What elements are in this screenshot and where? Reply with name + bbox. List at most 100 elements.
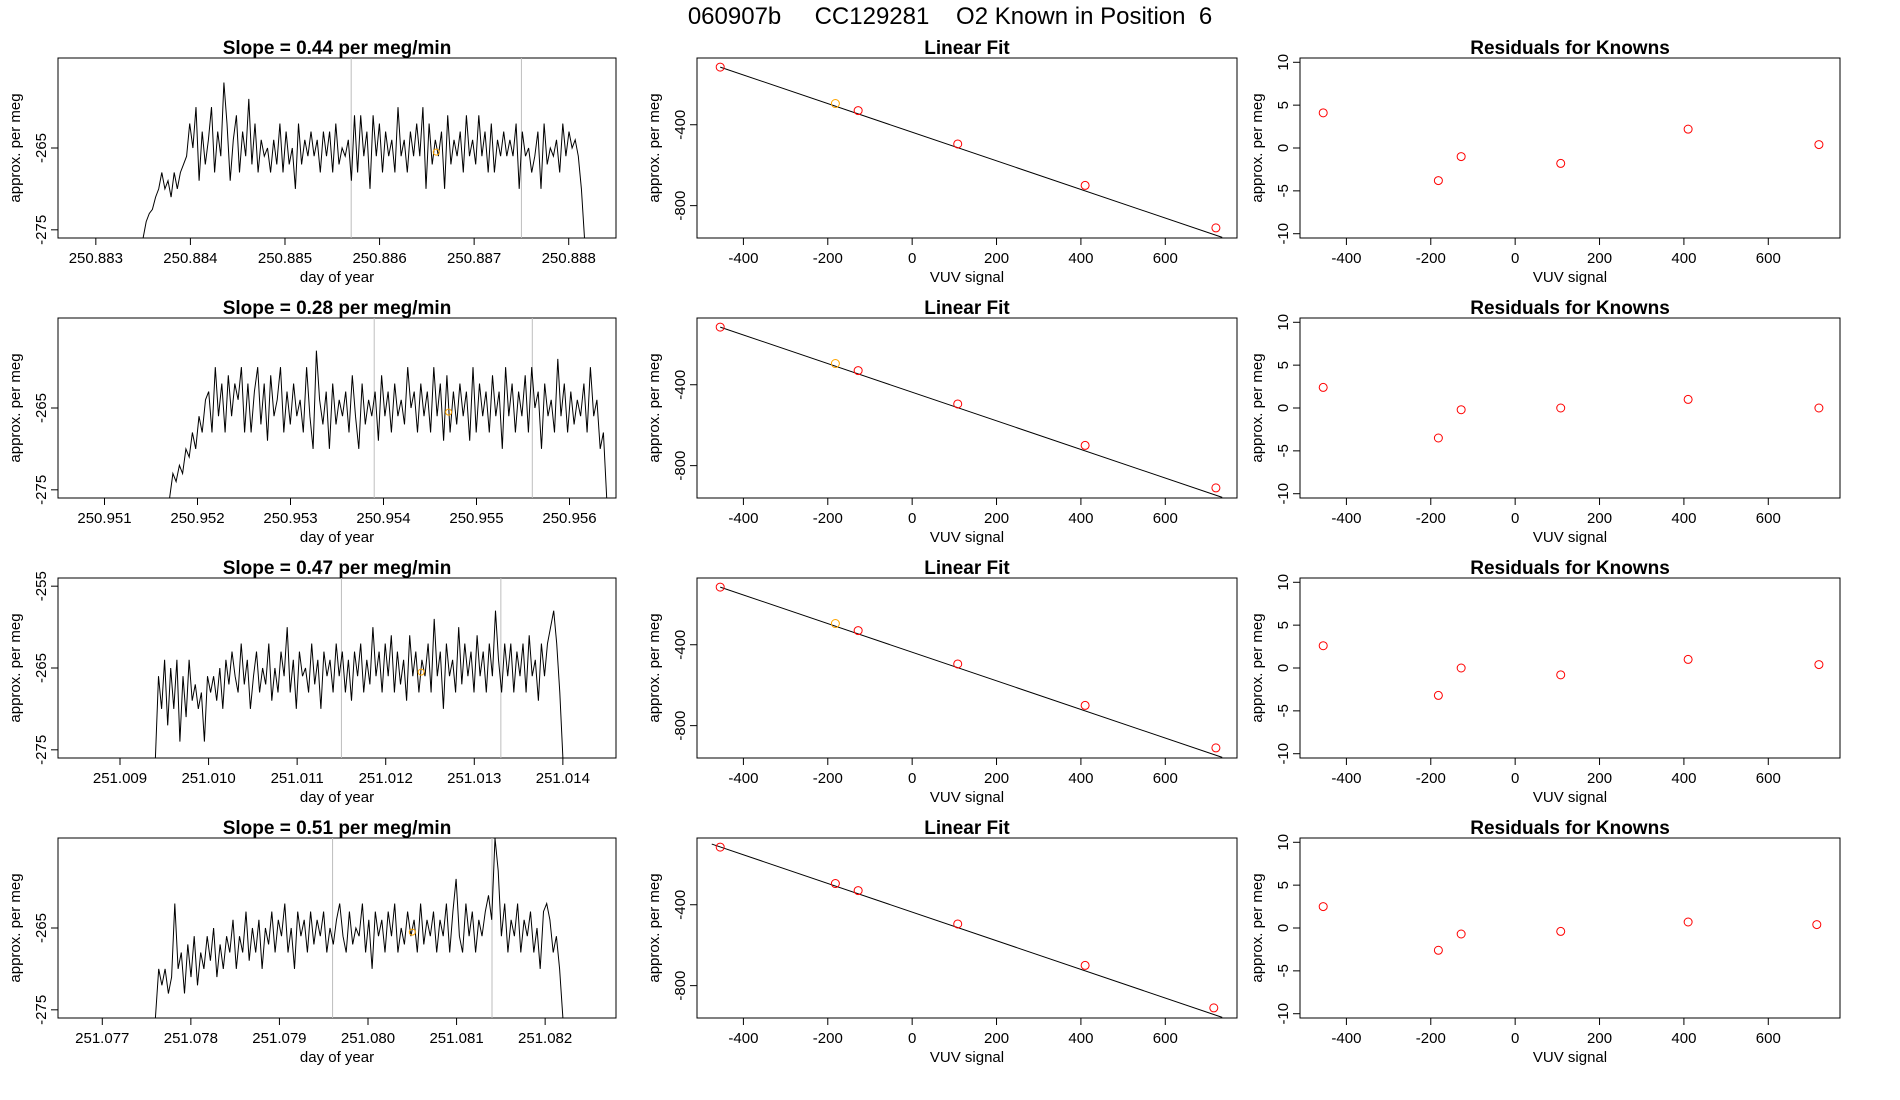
highlight-point — [408, 928, 416, 936]
x-tick-label: 200 — [1587, 510, 1612, 527]
y-tick-label: 10 — [1275, 834, 1292, 851]
y-axis-label: approx. per meg — [646, 873, 663, 982]
data-point — [1433, 433, 1443, 443]
x-tick-label: 251.079 — [252, 1030, 306, 1047]
series-line — [142, 82, 588, 239]
y-tick-label: -255 — [33, 571, 50, 601]
data-point — [830, 99, 840, 109]
highlight-point — [445, 408, 453, 416]
x-tick-label: 250.953 — [263, 510, 317, 527]
page-title: 060907b CC129281 O2 Known in Position 6 — [687, 3, 1213, 30]
data-point — [1683, 917, 1693, 927]
x-tick-label: 600 — [1153, 250, 1178, 267]
x-tick-label: 600 — [1153, 510, 1178, 527]
panel-linearfit-3: Linear Fit -400 -200 0 200 400 600 -800 -400 VUV … — [646, 558, 1238, 806]
data-point — [715, 842, 725, 852]
data-point — [1814, 403, 1824, 413]
data-point — [1211, 483, 1221, 493]
x-tick-label: 251.082 — [518, 1030, 572, 1047]
data-point — [1211, 223, 1221, 233]
panel-linearfit-4: Linear Fit -400 -200 0 200 400 600 -800 -400 VUV … — [646, 818, 1238, 1066]
y-tick-label: -265 — [33, 133, 50, 163]
x-axis-label: day of year — [300, 1049, 374, 1066]
fit-line — [711, 843, 1223, 1018]
panel-title: Slope = 0.28 per meg/min — [223, 298, 452, 319]
y-tick-label: -5 — [1275, 184, 1292, 197]
x-tick-label: -200 — [813, 250, 843, 267]
panel-title: Residuals for Knowns — [1470, 38, 1670, 59]
x-axis-label: VUV signal — [930, 529, 1004, 546]
y-axis-label: approx. per meg — [7, 93, 24, 202]
x-tick-label: -400 — [728, 1030, 758, 1047]
panel-title: Residuals for Knowns — [1470, 818, 1670, 839]
data-point — [1080, 700, 1090, 710]
x-tick-label: 400 — [1068, 250, 1093, 267]
x-tick-label: 400 — [1671, 510, 1696, 527]
data-point — [1080, 440, 1090, 450]
y-tick-label: 10 — [1275, 314, 1292, 331]
data-point — [1080, 960, 1090, 970]
y-axis-label: approx. per meg — [1249, 353, 1266, 462]
panel-linearfit-1: Linear Fit -400 -200 0 200 400 600 -800 -400 VUV … — [646, 38, 1238, 286]
y-tick-label: -400 — [672, 630, 689, 660]
panel-title: Linear Fit — [924, 298, 1010, 319]
x-tick-label: 0 — [1511, 770, 1519, 787]
panel-title: Slope = 0.51 per meg/min — [223, 818, 452, 839]
x-tick-label: 0 — [908, 510, 916, 527]
data-point — [715, 322, 725, 332]
plot-frame — [1299, 317, 1841, 499]
panel-title: Residuals for Knowns — [1470, 558, 1670, 579]
x-tick-label: -400 — [1331, 510, 1361, 527]
y-tick-label: 5 — [1275, 621, 1292, 629]
x-tick-label: -400 — [1331, 250, 1361, 267]
y-tick-label: 0 — [1275, 924, 1292, 932]
data-point — [1456, 405, 1466, 415]
x-tick-label: 600 — [1756, 1030, 1781, 1047]
panel-title: Linear Fit — [924, 818, 1010, 839]
data-point — [1814, 660, 1824, 670]
data-point — [853, 626, 863, 636]
x-axis-label: VUV signal — [930, 1049, 1004, 1066]
y-axis-label: approx. per meg — [7, 613, 24, 722]
data-point — [1433, 690, 1443, 700]
y-axis-label: approx. per meg — [1249, 93, 1266, 202]
plot-frame — [57, 57, 617, 239]
data-point — [953, 399, 963, 409]
panel-residuals-2: Residuals for Knowns -400 -200 0 200 400 600 -1… — [1249, 298, 1841, 546]
x-tick-label: 400 — [1068, 1030, 1093, 1047]
plot-frame — [696, 837, 1238, 1019]
y-tick-label: -10 — [1275, 483, 1292, 505]
x-axis-label: VUV signal — [930, 789, 1004, 806]
x-tick-label: 200 — [1587, 250, 1612, 267]
x-tick-label: 250.884 — [163, 250, 217, 267]
data-point — [830, 879, 840, 889]
y-tick-label: -400 — [672, 110, 689, 140]
data-point — [1683, 124, 1693, 134]
plot-frame — [57, 577, 617, 759]
y-tick-label: -800 — [672, 971, 689, 1001]
y-tick-label: 0 — [1275, 404, 1292, 412]
y-tick-label: -275 — [33, 215, 50, 245]
x-tick-label: 0 — [1511, 1030, 1519, 1047]
data-point — [1456, 152, 1466, 162]
y-axis-label: approx. per meg — [7, 353, 24, 462]
data-point — [953, 919, 963, 929]
y-axis-label: approx. per meg — [646, 353, 663, 462]
x-tick-label: 200 — [984, 1030, 1009, 1047]
x-tick-label: 400 — [1068, 770, 1093, 787]
data-point — [853, 366, 863, 376]
y-tick-label: -10 — [1275, 1003, 1292, 1025]
y-tick-label: -275 — [33, 995, 50, 1025]
data-point — [1556, 926, 1566, 936]
panel-title: Residuals for Knowns — [1470, 298, 1670, 319]
x-tick-label: -200 — [1416, 510, 1446, 527]
fit-line — [720, 326, 1223, 498]
x-tick-label: 251.077 — [75, 1030, 129, 1047]
series-line — [154, 837, 564, 1019]
plot-frame — [1299, 57, 1841, 239]
x-tick-label: 200 — [984, 770, 1009, 787]
y-tick-label: -400 — [672, 890, 689, 920]
plot-frame — [696, 57, 1238, 239]
x-tick-label: 250.952 — [170, 510, 224, 527]
data-point — [715, 62, 725, 72]
